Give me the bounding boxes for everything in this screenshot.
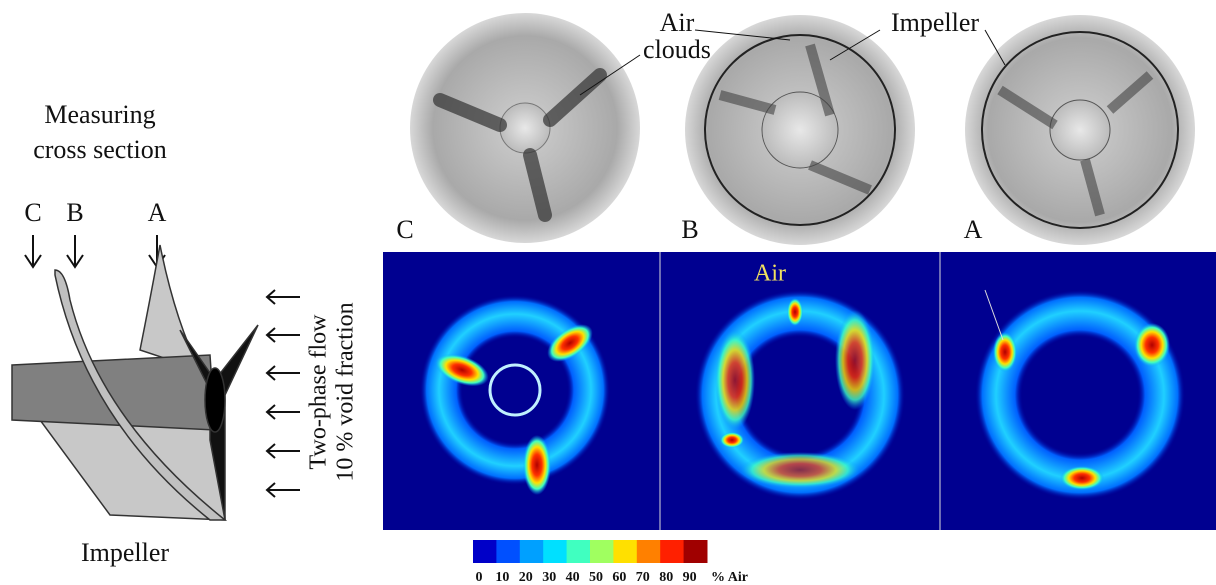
panel-label: A xyxy=(964,215,983,244)
color-swatch xyxy=(496,540,521,563)
caption: Measuring xyxy=(44,100,155,129)
void-map xyxy=(975,290,1185,500)
caption: cross section xyxy=(33,135,167,164)
annotation: Impeller xyxy=(891,8,979,37)
colorbar-tick-label: 50 xyxy=(589,570,603,585)
colorbar-tick-label: 0 xyxy=(476,570,483,585)
section-label: B xyxy=(66,198,83,227)
colorbar-tick-label: 70 xyxy=(636,570,650,585)
color-swatch xyxy=(660,540,685,563)
colorbar-tick-label: 20 xyxy=(519,570,533,585)
flow-label: 10 % void fraction xyxy=(333,302,359,481)
section-arrows xyxy=(24,235,166,269)
tomogram xyxy=(410,13,640,243)
void-map xyxy=(420,295,610,495)
leader-lines xyxy=(579,29,1006,96)
colorbar: 0 10 20 30 40 50 60 70 80 90 % Air xyxy=(473,540,748,585)
colorbar-tick-label: 30 xyxy=(542,570,556,585)
colorbar-tick-label: 60 xyxy=(612,570,626,585)
annotation: clouds xyxy=(643,35,711,64)
panel-label: C xyxy=(396,215,413,244)
void-map xyxy=(695,290,905,500)
color-swatch xyxy=(613,540,638,563)
colorbar-tick-label: 80 xyxy=(659,570,673,585)
flow-arrows xyxy=(265,289,300,498)
color-swatch xyxy=(519,540,544,563)
section-label: C xyxy=(24,198,41,227)
colorbar-tick-label: 90 xyxy=(683,570,697,585)
colorbar-tick-label: 40 xyxy=(566,570,580,585)
color-swatch xyxy=(590,540,614,563)
colorbar-tick-label: 10 xyxy=(495,570,509,585)
leader-line xyxy=(984,289,1004,341)
section-label: A xyxy=(148,198,167,227)
annotation: Air xyxy=(660,8,695,37)
color-swatch xyxy=(473,540,497,563)
annotation: Air xyxy=(754,261,786,287)
color-swatch xyxy=(566,540,591,563)
tomogram xyxy=(965,15,1195,245)
tomogram xyxy=(685,15,915,245)
panel-label: B xyxy=(681,215,698,244)
color-swatch xyxy=(683,540,708,563)
part-label: Impeller xyxy=(81,538,169,567)
colorbar-unit: % Air xyxy=(711,570,748,585)
impeller-drawing xyxy=(11,244,259,521)
color-swatch xyxy=(636,540,661,563)
flow-label: Two-phase flow xyxy=(306,314,332,470)
color-swatch xyxy=(543,540,568,563)
